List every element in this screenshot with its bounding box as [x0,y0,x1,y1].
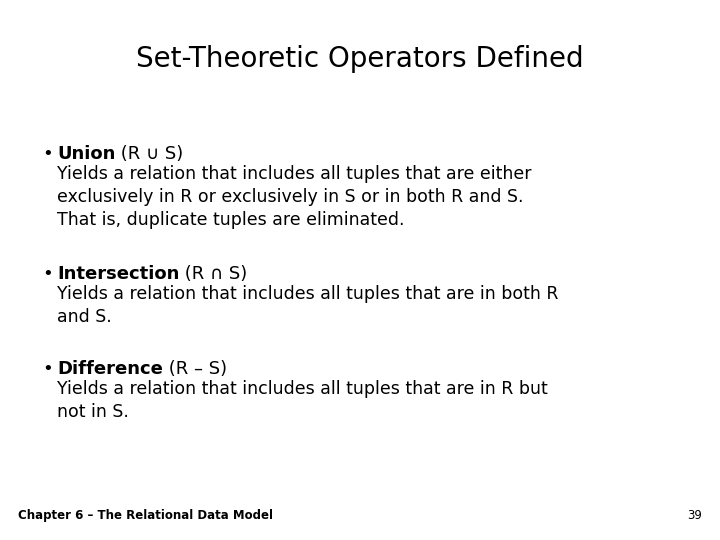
Text: Yields a relation that includes all tuples that are in both R
and S.: Yields a relation that includes all tupl… [57,285,559,326]
Text: (R ∪ S): (R ∪ S) [115,145,184,163]
Text: •: • [42,265,53,283]
Text: •: • [42,145,53,163]
Text: Difference: Difference [57,360,163,378]
Text: 39: 39 [687,509,702,522]
Text: (R – S): (R – S) [163,360,227,378]
Text: Yields a relation that includes all tuples that are either
exclusively in R or e: Yields a relation that includes all tupl… [57,165,531,229]
Text: Chapter 6 – The Relational Data Model: Chapter 6 – The Relational Data Model [18,509,273,522]
Text: Union: Union [57,145,115,163]
Text: Yields a relation that includes all tuples that are in R but
not in S.: Yields a relation that includes all tupl… [57,380,548,421]
Text: Intersection: Intersection [57,265,179,283]
Text: •: • [42,360,53,378]
Text: Set-Theoretic Operators Defined: Set-Theoretic Operators Defined [136,45,584,73]
Text: (R ∩ S): (R ∩ S) [179,265,248,283]
